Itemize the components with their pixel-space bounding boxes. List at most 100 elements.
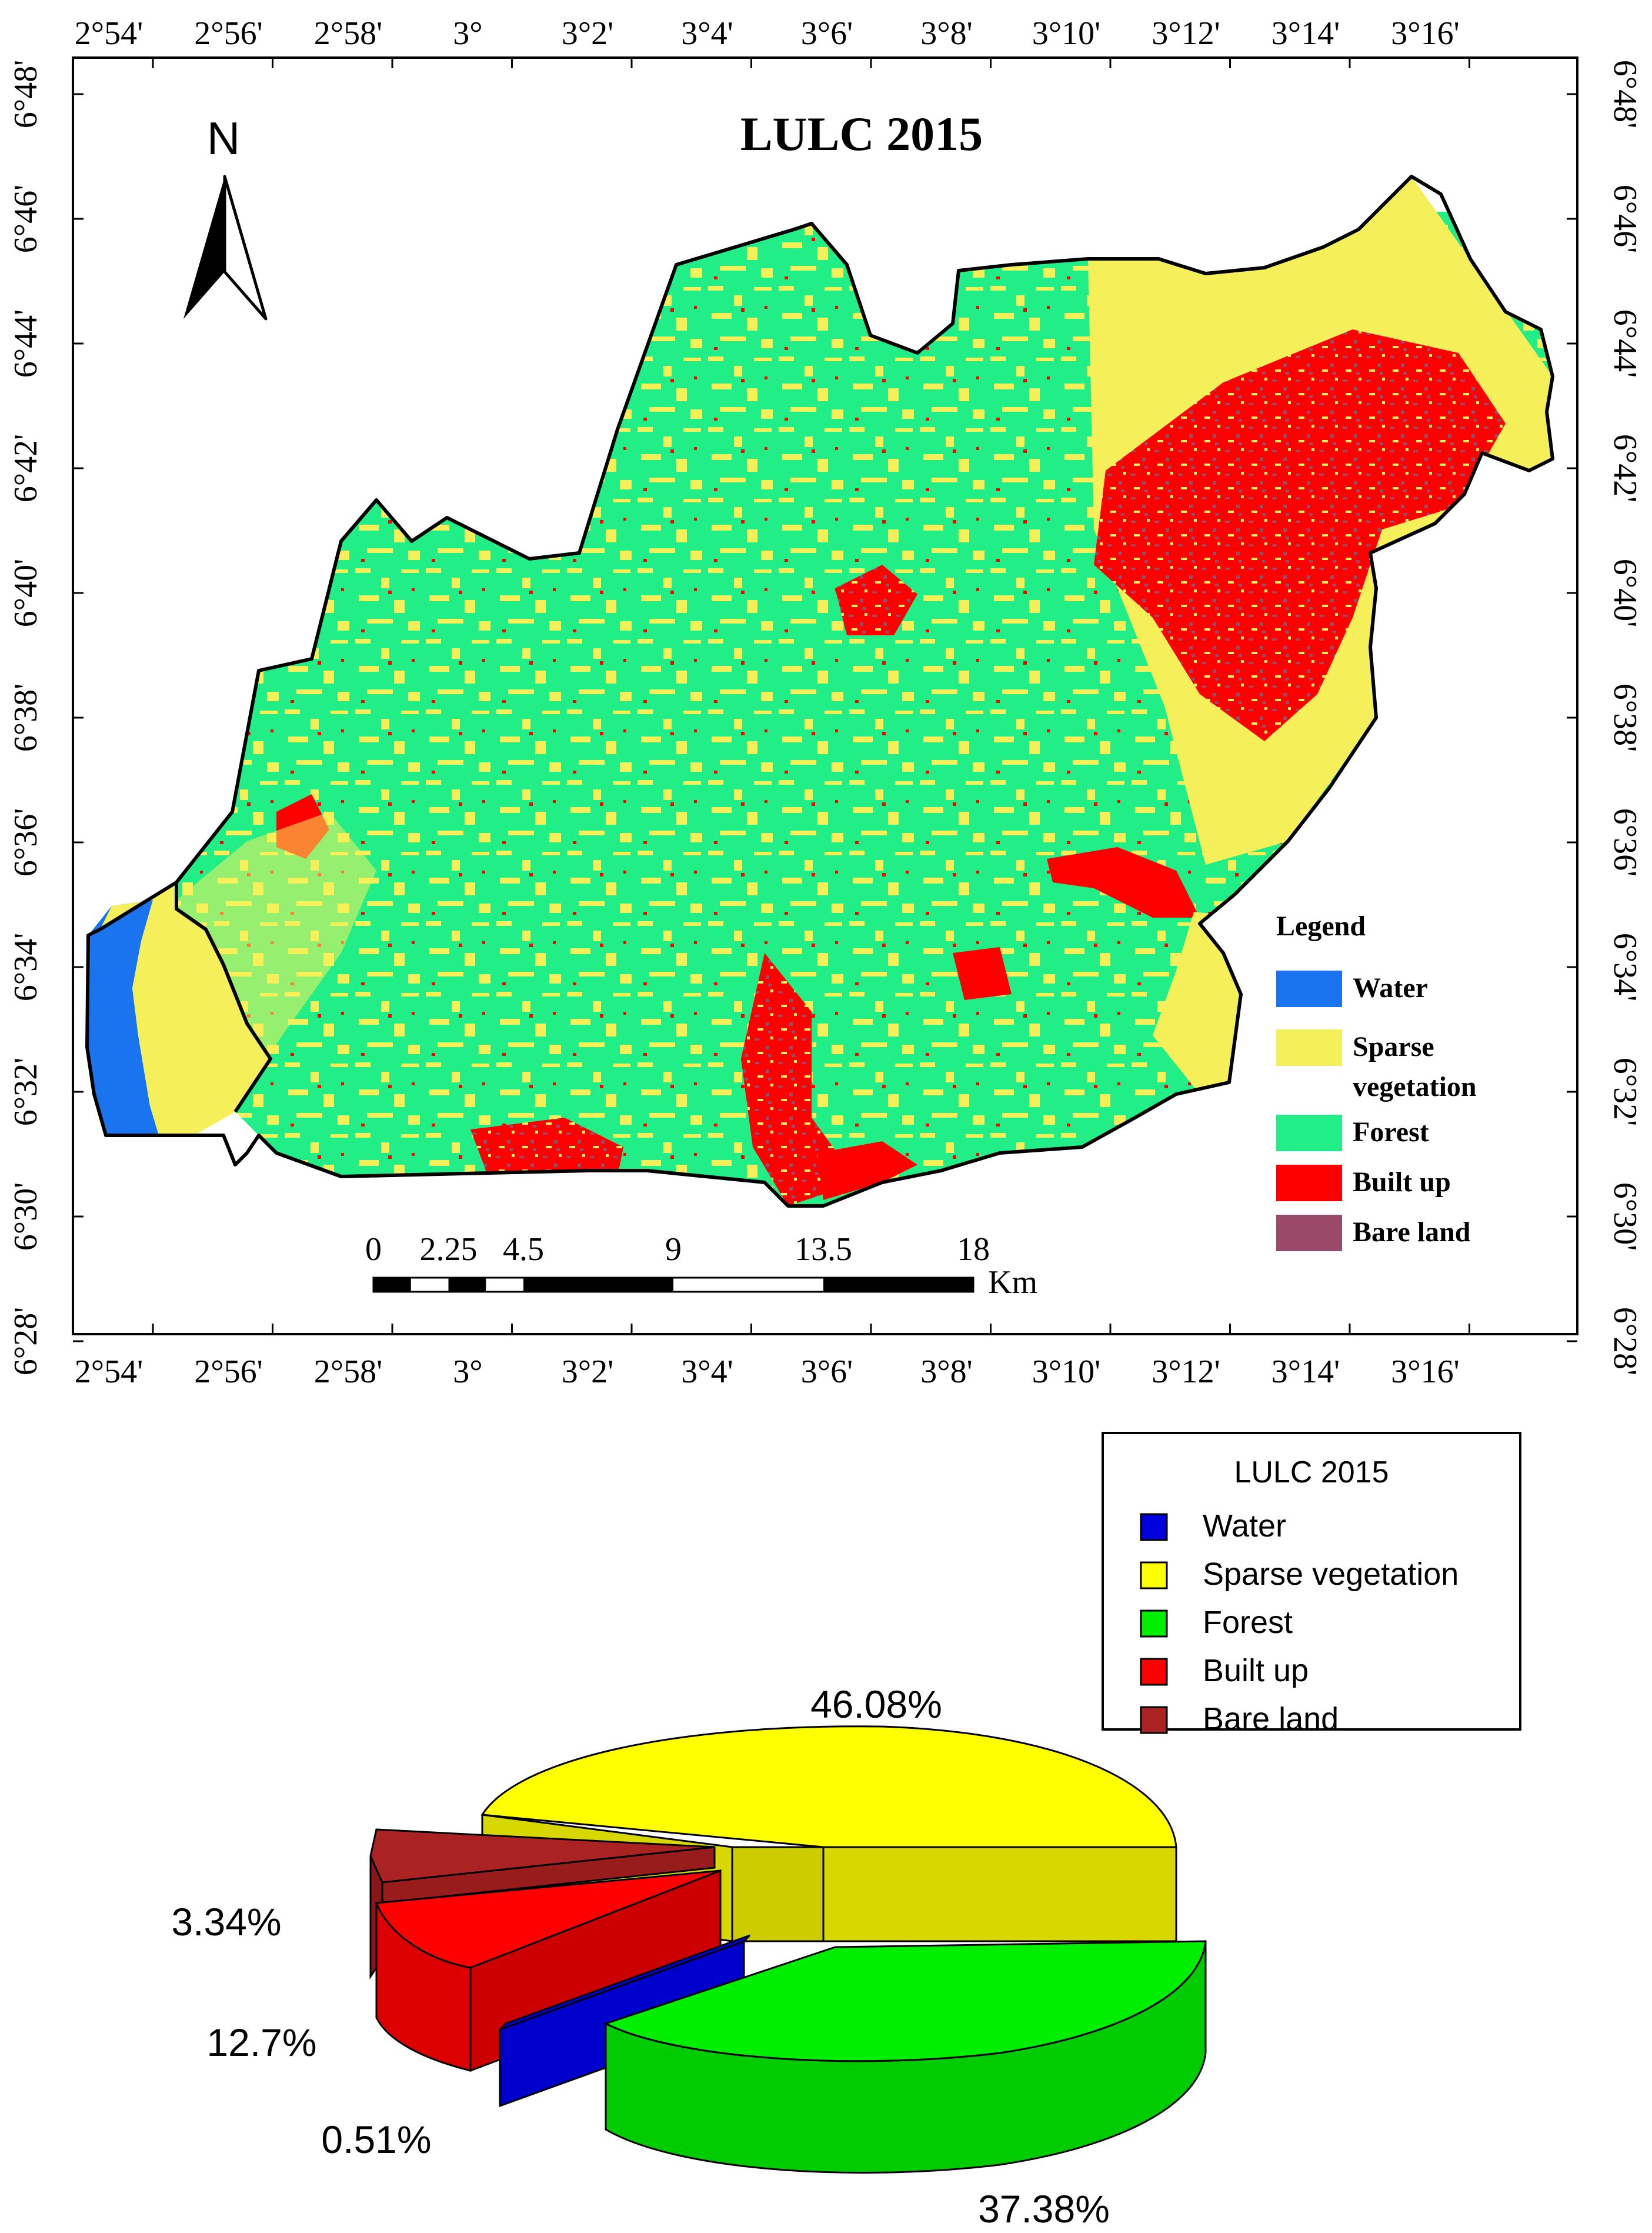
longitude-labels-top: 2°54' 2°56' 2°58' 3° 3°2' 3°4' 3°6' 3°8' 3°10' 3°… xyxy=(75,15,1460,52)
map-title: LULC 2015 xyxy=(740,107,983,161)
pie-value-labels: 46.08% 3.34% 12.7% 0.51% 37.38% xyxy=(171,1682,1110,2231)
scale-bar-segment xyxy=(523,1278,673,1292)
lat-label-right: 6°42' xyxy=(1607,434,1643,502)
lat-label-left: 6°46' xyxy=(8,185,44,253)
lat-label-right: 6°36' xyxy=(1607,808,1643,876)
pie-legend-swatch xyxy=(1140,1658,1168,1686)
legend-label: Sparse xyxy=(1353,1031,1434,1062)
legend-title: Legend xyxy=(1276,911,1366,942)
lat-label-right: 6°38' xyxy=(1607,684,1643,752)
scale-bar-tick-label: 4.5 xyxy=(503,1231,544,1268)
legend-swatch xyxy=(1276,1115,1342,1151)
lat-label-left: 6°40' xyxy=(8,559,44,627)
lon-label-bottom: 3°10' xyxy=(1032,1354,1100,1390)
scale-bar-tick-label: 13.5 xyxy=(795,1231,852,1268)
pie-label-built-up: 12.7% xyxy=(206,2021,316,2064)
lat-label-left: 6°32' xyxy=(8,1058,44,1126)
pie-slice-sparse-vegetation-top xyxy=(480,1725,1177,1848)
lat-label-right: 6°46' xyxy=(1607,185,1643,253)
longitude-labels-bottom: 2°54' 2°56' 2°58' 3° 3°2' 3°4' 3°6' 3°8' 3°10' 3°… xyxy=(75,1354,1460,1390)
legend-label: Water xyxy=(1353,972,1428,1004)
lon-label-bottom: 2°58' xyxy=(314,1354,382,1390)
lon-label-top: 3°8' xyxy=(920,15,972,52)
lon-label-bottom: 3°12' xyxy=(1152,1354,1220,1390)
north-arrow: N xyxy=(183,112,268,321)
lon-label-top: 3°16' xyxy=(1391,15,1459,52)
scale-bar-segment xyxy=(823,1278,973,1292)
scale-bar-segment xyxy=(448,1278,486,1292)
lon-label-bottom: 2°54' xyxy=(75,1354,143,1390)
pie-label-water: 0.51% xyxy=(321,2118,431,2161)
map-panel: LULC 2015 N Legend Water Sparse vegetation… xyxy=(72,56,1578,1342)
pie-legend: LULC 2015 Water Sparse vegetation Forest Bu… xyxy=(1102,1432,1521,1737)
lat-label-left: 6°42' xyxy=(8,434,44,502)
pie-legend-label: Bare land xyxy=(1203,1701,1339,1737)
pie-legend-swatch xyxy=(1140,1706,1168,1734)
map-legend: Legend Water Sparse vegetation Forest Built … xyxy=(1276,911,1477,1251)
pie-slice-sparse-vegetation-face-front xyxy=(822,1846,1177,1942)
pie-chart-panel: LULC 2015 Water Sparse vegetation Forest Bu… xyxy=(171,1432,1521,2231)
scale-bar-tick-labels: 0 2.25 4.5 9 13.5 18 xyxy=(365,1231,990,1268)
pie-slice-bare-land-side xyxy=(381,1846,716,1904)
legend-swatch xyxy=(1276,971,1342,1007)
scale-bar-unit: Km xyxy=(988,1264,1037,1301)
lat-label-left: 6°38' xyxy=(8,684,44,752)
built-up-south-edge xyxy=(817,1141,917,1200)
lat-label-left: 6°28' xyxy=(8,1307,44,1375)
north-arrow-left-half xyxy=(183,176,225,319)
built-up-small-patch xyxy=(953,947,1012,1000)
built-up-east-zone xyxy=(1094,329,1506,741)
legend-label: Bare land xyxy=(1353,1217,1471,1248)
pie-label-forest: 37.38% xyxy=(978,2187,1110,2231)
lat-label-right: 6°32' xyxy=(1607,1058,1643,1126)
legend-label: Built up xyxy=(1353,1167,1451,1198)
lat-label-left: 6°30' xyxy=(8,1182,44,1251)
lon-label-bottom: 3° xyxy=(453,1354,482,1390)
built-up-central-patch xyxy=(835,565,917,635)
lon-label-bottom: 3°2' xyxy=(562,1354,613,1390)
latitude-labels-left: 6°48' 6°46' 6°44' 6°42' 6°40' 6°38' 6°36' 6°34'… xyxy=(8,60,44,1375)
lat-label-left: 6°34' xyxy=(8,933,44,1001)
lon-label-top: 2°58' xyxy=(314,15,382,52)
lon-label-top: 3°10' xyxy=(1032,15,1100,52)
north-arrow-right-half xyxy=(223,175,268,321)
pie-legend-frame xyxy=(1102,1432,1521,1731)
pie-label-sparse-vegetation: 46.08% xyxy=(810,1682,942,1726)
lon-label-top: 2°54' xyxy=(75,15,143,52)
scale-bar-tick-label: 9 xyxy=(665,1231,682,1268)
scale-bar-tick-label: 2.25 xyxy=(420,1231,478,1268)
legend-items: Water Sparse vegetation Forest Built up Bare … xyxy=(1276,971,1477,1251)
pie-legend-label: Forest xyxy=(1203,1605,1293,1640)
legend-label: Forest xyxy=(1353,1116,1429,1148)
lon-label-bottom: 3°16' xyxy=(1391,1354,1459,1390)
pie-legend-items: Water Sparse vegetation Forest Built up Bare… xyxy=(1140,1508,1459,1737)
lat-label-left: 6°48' xyxy=(8,60,44,128)
water-lagoon xyxy=(87,900,159,1135)
pie-slice-built-up-top xyxy=(375,1869,721,1969)
built-up-south-zone xyxy=(741,953,859,1206)
north-label: N xyxy=(207,112,240,164)
lat-label-right: 6°28' xyxy=(1607,1307,1643,1375)
lon-label-top: 2°56' xyxy=(194,15,262,52)
scale-bar: 0 2.25 4.5 9 13.5 18 Km xyxy=(365,1231,1037,1301)
scale-bar-tick-label: 0 xyxy=(365,1231,382,1268)
lon-label-top: 3°12' xyxy=(1152,15,1220,52)
pie-slice-bare-land xyxy=(369,1828,716,1979)
lat-label-right: 6°44' xyxy=(1607,309,1643,378)
scale-bar-tick-label: 18 xyxy=(957,1231,990,1268)
lon-label-top: 3°14' xyxy=(1271,15,1340,52)
legend-swatch xyxy=(1276,1165,1342,1201)
lon-label-bottom: 3°6' xyxy=(801,1354,853,1390)
lat-label-left: 6°36' xyxy=(8,808,44,876)
lon-label-bottom: 3°8' xyxy=(920,1354,972,1390)
pie-legend-label: Water xyxy=(1203,1508,1286,1544)
pie-slices xyxy=(369,1725,1207,2174)
region-boundary xyxy=(85,175,1554,1208)
scale-bar-blocks xyxy=(372,1277,974,1293)
built-up-southwest-zone xyxy=(470,1118,623,1177)
lon-label-top: 3° xyxy=(453,15,482,52)
legend-swatch xyxy=(1276,1215,1342,1251)
pie-legend-title: LULC 2015 xyxy=(1234,1455,1389,1489)
pie-legend-swatch xyxy=(1140,1513,1168,1541)
